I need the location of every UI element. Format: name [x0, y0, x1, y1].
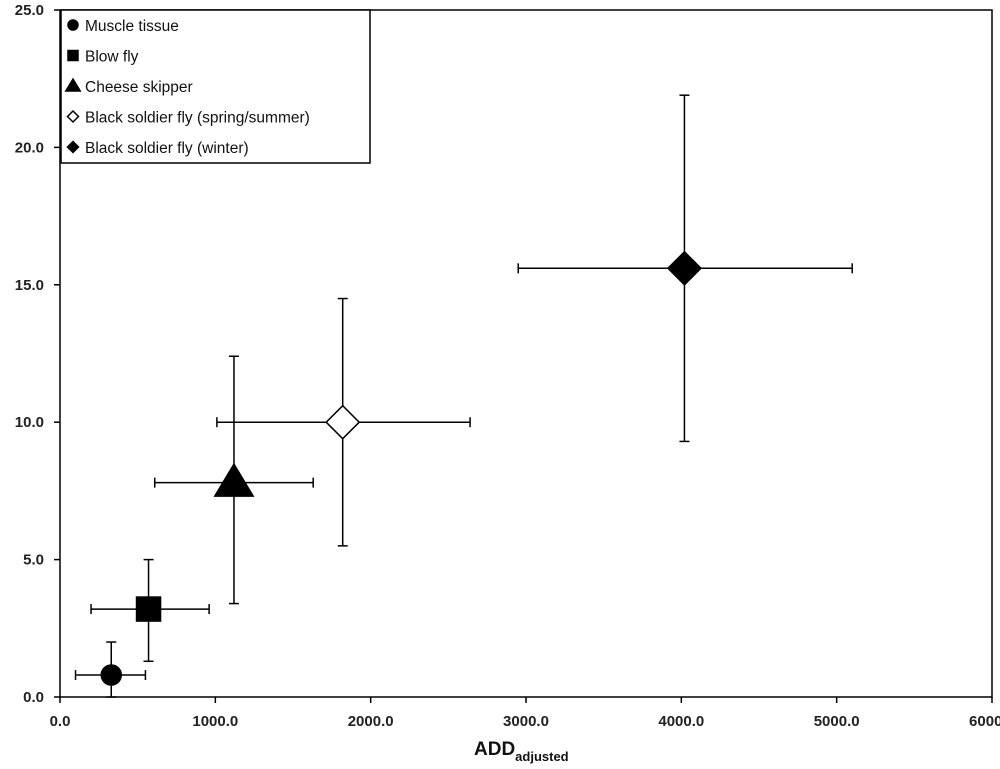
legend-label: Blow fly — [85, 49, 139, 66]
legend-label: Black soldier fly (winter) — [85, 140, 249, 157]
legend: Muscle tissue Blow fly Cheese skipper Black… — [60, 9, 371, 164]
legend-marker-diamond — [66, 109, 80, 124]
y-tick-label: 5.0 — [23, 552, 44, 569]
data-markers — [100, 250, 703, 686]
legend-marker-triangle — [64, 77, 82, 92]
data-point-triangle — [213, 462, 255, 497]
y-tick-label: 15.0 — [15, 277, 44, 294]
legend-marker-circle — [67, 19, 79, 31]
x-tick-label: 2000.0 — [348, 713, 394, 730]
error-bars — [74, 94, 853, 698]
data-point-circle — [100, 664, 123, 686]
y-tick-label: 20.0 — [15, 139, 44, 156]
data-point-diamond — [325, 404, 361, 440]
x-tick-label: 4000.0 — [658, 713, 704, 730]
legend-label: Cheese skipper — [85, 79, 193, 96]
legend-marker-square — [67, 49, 79, 62]
x-tick-label: 5000.0 — [814, 713, 860, 730]
legend-box — [60, 9, 371, 164]
x-axis-title-subscript: adjusted — [515, 749, 569, 764]
legend-label: Black soldier fly (spring/summer) — [85, 110, 310, 127]
data-point-square — [135, 596, 162, 622]
y-axis: 0.0 5.0 10.0 15.0 20.0 25.0 — [15, 2, 60, 706]
x-tick-label: 3000.0 — [503, 713, 549, 730]
x-axis: 0.0 1000.0 2000.0 3000.0 4000.0 5000.0 6000.0 — [50, 697, 1000, 730]
x-axis-title: ADDadjusted — [474, 739, 569, 764]
x-tick-label: 0.0 — [50, 713, 71, 730]
x-tick-label: 6000.0 — [969, 713, 1000, 730]
legend-marker-diamond — [66, 140, 80, 154]
data-point-diamond — [666, 250, 703, 286]
x-tick-label: 1000.0 — [192, 713, 238, 730]
x-axis-title-main: ADD — [474, 739, 515, 760]
y-tick-label: 25.0 — [15, 2, 44, 19]
y-tick-label: 0.0 — [23, 689, 44, 706]
legend-label: Muscle tissue — [85, 18, 179, 35]
y-tick-label: 10.0 — [15, 414, 44, 431]
